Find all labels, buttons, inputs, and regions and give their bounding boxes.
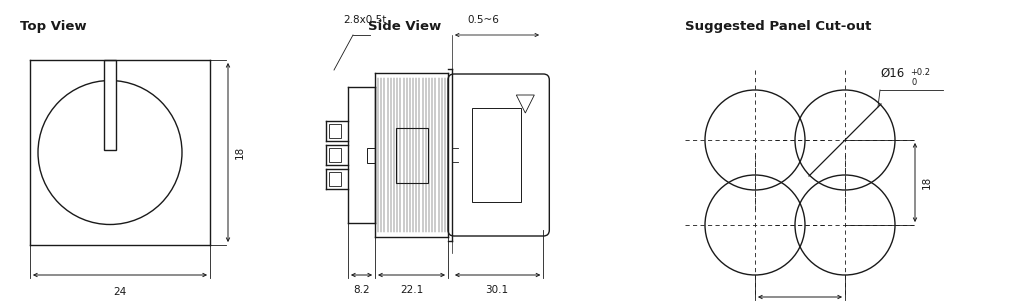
Bar bbox=[104, 60, 116, 150]
Bar bbox=[472, 108, 521, 202]
Text: 24: 24 bbox=[114, 287, 127, 297]
Text: Top View: Top View bbox=[20, 20, 87, 33]
Bar bbox=[329, 124, 341, 138]
Text: 18: 18 bbox=[922, 176, 932, 189]
Text: 8.2: 8.2 bbox=[353, 285, 370, 295]
Text: 0.5~6: 0.5~6 bbox=[467, 15, 499, 25]
Text: 30.1: 30.1 bbox=[485, 285, 508, 295]
Text: 22.1: 22.1 bbox=[400, 285, 423, 295]
Text: Side View: Side View bbox=[368, 20, 441, 33]
Bar bbox=[329, 172, 341, 186]
Text: 18: 18 bbox=[234, 146, 245, 159]
Bar bbox=[329, 148, 341, 162]
Bar bbox=[367, 147, 375, 163]
Text: Suggested Panel Cut-out: Suggested Panel Cut-out bbox=[685, 20, 871, 33]
Text: 0: 0 bbox=[911, 78, 916, 87]
Text: 2.8x0.5t: 2.8x0.5t bbox=[343, 15, 386, 25]
Text: +0.2: +0.2 bbox=[910, 68, 930, 77]
Bar bbox=[395, 127, 428, 182]
Text: Ø16: Ø16 bbox=[880, 67, 904, 80]
